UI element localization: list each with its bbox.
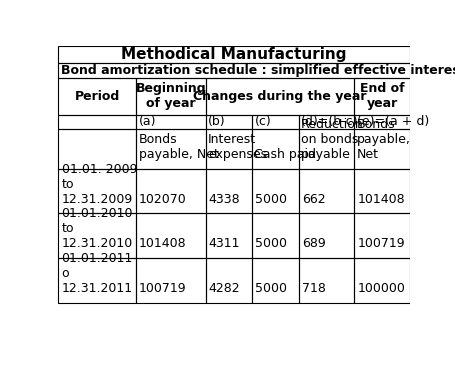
Text: Period: Period (75, 90, 120, 103)
Bar (298, 258, 354, 303)
Bar (298, 169, 354, 214)
Text: 5000: 5000 (255, 238, 287, 250)
Text: Changes during the year: Changes during the year (193, 90, 367, 103)
Bar (58, 115, 136, 129)
Bar (58, 46, 410, 63)
Bar (136, 78, 206, 115)
Bar (298, 115, 354, 129)
Bar (354, 169, 410, 214)
Text: End of
year: End of year (359, 82, 404, 111)
Bar (136, 169, 206, 214)
Text: (c): (c) (254, 116, 271, 128)
Text: Reduction
on bonds
payable: Reduction on bonds payable (301, 118, 364, 161)
Bar (298, 214, 354, 258)
Bar (136, 129, 206, 169)
Text: 689: 689 (302, 238, 325, 250)
Bar (252, 115, 298, 129)
Text: (e)=(a + d): (e)=(a + d) (357, 116, 429, 128)
Bar (354, 115, 410, 129)
Bar (136, 258, 206, 303)
Text: 5000: 5000 (255, 193, 287, 206)
Text: Cash paid: Cash paid (254, 148, 317, 161)
Bar (206, 214, 252, 258)
Bar (354, 78, 410, 115)
Text: (a): (a) (139, 116, 157, 128)
Bar (58, 169, 136, 214)
Bar (58, 78, 136, 115)
Bar (58, 214, 136, 258)
Text: Methodical Manufacturing: Methodical Manufacturing (121, 47, 347, 62)
Bar (136, 214, 206, 258)
Text: 5000: 5000 (255, 282, 287, 295)
Text: Bonds
payable,
Net: Bonds payable, Net (357, 118, 411, 161)
Bar (298, 129, 354, 169)
Bar (206, 129, 252, 169)
Text: 01.01.2010
to
12.31.2010: 01.01.2010 to 12.31.2010 (61, 207, 133, 250)
Bar (354, 214, 410, 258)
Text: Bond amortization schedule : simplified effective interest method: Bond amortization schedule : simplified … (61, 64, 455, 77)
Bar (206, 258, 252, 303)
Bar (58, 63, 410, 78)
Text: 01.01. 2009
to
12.31.2009: 01.01. 2009 to 12.31.2009 (61, 163, 137, 206)
Text: 100719: 100719 (139, 282, 187, 295)
Bar (58, 258, 136, 303)
Text: 718: 718 (302, 282, 326, 295)
Text: Bonds
payable, Net: Bonds payable, Net (139, 133, 219, 161)
Bar (58, 129, 136, 169)
Text: (b): (b) (208, 116, 226, 128)
Text: (d)=(b-c): (d)=(b-c) (301, 116, 359, 128)
Text: 102070: 102070 (139, 193, 187, 206)
Bar (206, 78, 354, 115)
Text: 01.01.2011
o
12.31.2011: 01.01.2011 o 12.31.2011 (61, 252, 133, 295)
Text: Interest
expenses: Interest expenses (208, 133, 267, 161)
Text: 100719: 100719 (358, 238, 405, 250)
Text: 662: 662 (302, 193, 325, 206)
Bar (136, 115, 206, 129)
Bar (354, 258, 410, 303)
Text: 4282: 4282 (209, 282, 240, 295)
Bar (252, 129, 298, 169)
Bar (354, 129, 410, 169)
Text: 4311: 4311 (209, 238, 240, 250)
Text: 101408: 101408 (358, 193, 405, 206)
Bar (252, 214, 298, 258)
Text: 101408: 101408 (139, 238, 187, 250)
Text: 4338: 4338 (209, 193, 240, 206)
Bar (206, 115, 252, 129)
Bar (252, 258, 298, 303)
Bar (206, 169, 252, 214)
Text: 100000: 100000 (358, 282, 405, 295)
Text: Beginning
of year: Beginning of year (136, 82, 206, 111)
Bar (252, 169, 298, 214)
